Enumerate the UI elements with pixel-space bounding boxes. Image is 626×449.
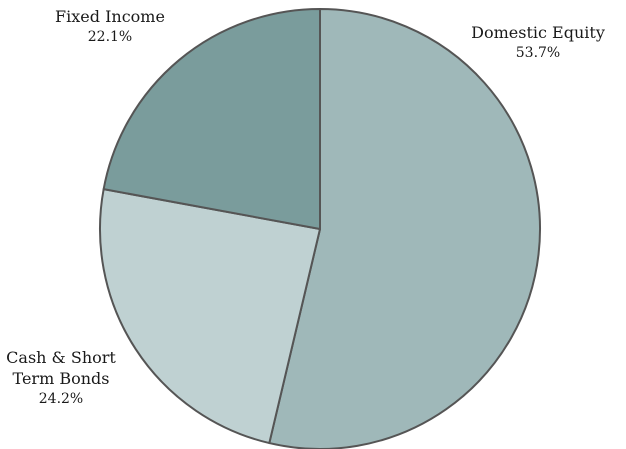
slice-name-fixed-income: Fixed Income xyxy=(55,7,165,26)
slice-label-fixed-income: Fixed Income 22.1% xyxy=(20,6,200,47)
pie-slice-fixed-income xyxy=(102,8,321,230)
pie-slices xyxy=(99,8,541,449)
slice-label-domestic-equity: Domestic Equity 53.7% xyxy=(450,22,626,63)
slice-percent-fixed-income: 22.1% xyxy=(87,29,133,45)
pie-slice-cash-short-term-bonds xyxy=(99,188,321,445)
slice-name-cash-short-term-bonds-line2: Term Bonds xyxy=(12,369,110,388)
slice-percent-domestic-equity: 53.7% xyxy=(515,45,561,61)
slice-name-domestic-equity: Domestic Equity xyxy=(471,23,605,42)
pie-slice-domestic-equity xyxy=(268,8,541,449)
slice-label-cash-short-term-bonds: Cash & Short Term Bonds 24.2% xyxy=(0,347,122,409)
slice-percent-cash-short-term-bonds: 24.2% xyxy=(38,391,84,407)
slice-name-cash-short-term-bonds-line1: Cash & Short xyxy=(6,348,116,367)
